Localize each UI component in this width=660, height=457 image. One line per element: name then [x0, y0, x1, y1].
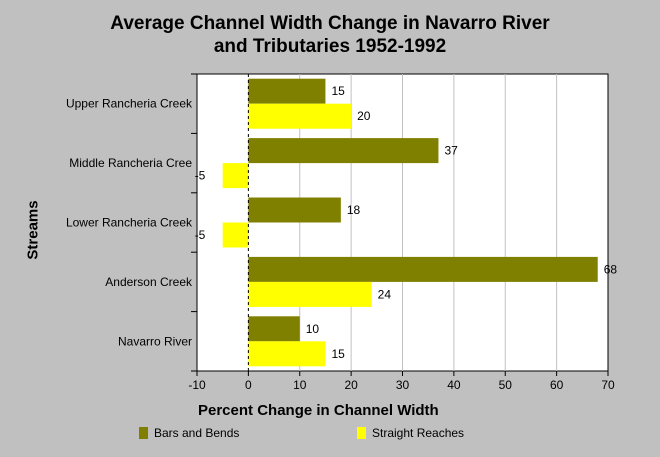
bar-straight-reaches — [248, 281, 372, 307]
chart-title-line-1: Average Channel Width Change in Navarro … — [110, 13, 550, 34]
data-label: 18 — [347, 203, 361, 217]
category-label: Lower Rancheria Creek — [66, 216, 193, 230]
y-axis-label: Streams — [24, 200, 42, 260]
data-label: 24 — [378, 287, 392, 301]
bar-straight-reaches — [222, 222, 249, 248]
category-label: Middle Rancheria Cree — [69, 156, 192, 170]
bar-straight-reaches — [248, 103, 352, 129]
legend-swatch-bars-and-bends — [139, 427, 148, 439]
data-label: -5 — [195, 228, 206, 242]
data-label: 20 — [357, 109, 371, 123]
data-label: 68 — [604, 262, 618, 276]
bar-bars-and-bends — [248, 316, 300, 342]
x-tick-label: 60 — [550, 378, 564, 392]
x-tick-label: 20 — [344, 378, 358, 392]
category-label: Navarro River — [118, 334, 192, 348]
x-tick-label: 40 — [447, 378, 461, 392]
x-tick-label: 0 — [245, 378, 252, 392]
legend-item-straight-reaches: Straight Reaches — [357, 426, 464, 440]
x-tick-label: 10 — [293, 378, 307, 392]
x-tick-label: 70 — [601, 378, 615, 392]
bar-straight-reaches — [248, 341, 326, 367]
x-tick-label: 30 — [396, 378, 410, 392]
bar-bars-and-bends — [248, 78, 326, 104]
data-label: 37 — [444, 144, 458, 158]
category-label: Upper Rancheria Creek — [66, 97, 193, 111]
legend-label-bars-and-bends: Bars and Bends — [154, 426, 240, 440]
x-tick-label: 50 — [499, 378, 513, 392]
x-tick-label: -10 — [188, 378, 206, 392]
chart-title: Average Channel Width Change in Navarro … — [0, 12, 660, 58]
bar-bars-and-bends — [248, 197, 341, 223]
x-axis-label: Percent Change in Channel Width — [198, 402, 439, 419]
legend-label-straight-reaches: Straight Reaches — [372, 426, 465, 440]
data-label: 10 — [306, 322, 320, 336]
bar-straight-reaches — [222, 163, 249, 189]
data-label: 15 — [331, 84, 345, 98]
data-label: 15 — [331, 347, 345, 361]
bar-bars-and-bends — [248, 138, 439, 164]
legend-swatch-straight-reaches — [357, 427, 366, 439]
legend-item-bars-and-bends: Bars and Bends — [139, 426, 239, 440]
category-label: Anderson Creek — [105, 275, 193, 289]
chart-title-line-2: and Tributaries 1952-1992 — [213, 36, 447, 57]
bar-bars-and-bends — [248, 256, 598, 282]
data-label: -5 — [195, 169, 206, 183]
